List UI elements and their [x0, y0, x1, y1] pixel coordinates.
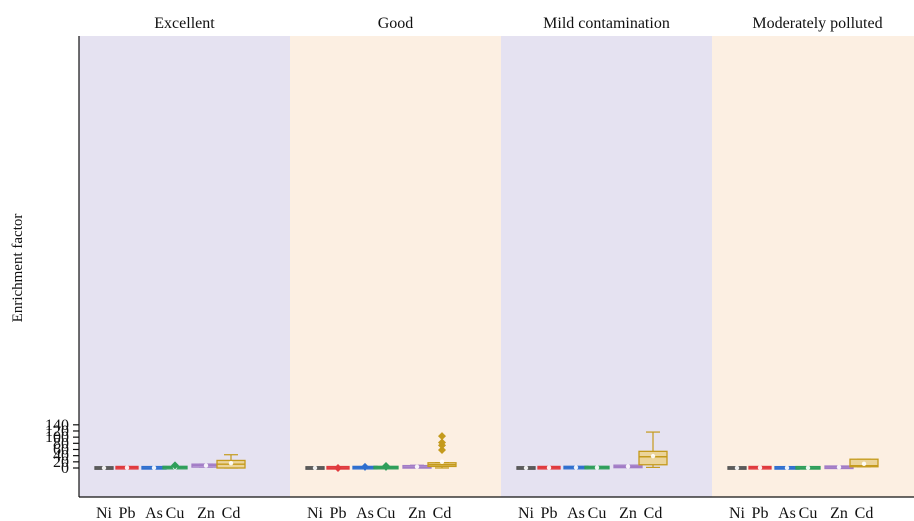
box-good-cu: [373, 461, 399, 471]
outlier-point: [171, 461, 179, 470]
x-tick-label-zn: Zn: [197, 505, 215, 521]
x-tick-label-pb: Pb: [541, 505, 558, 521]
x-tick-label-zn: Zn: [830, 505, 848, 521]
box-excellent-pb: [115, 465, 139, 470]
box-moderately-polluted-as: [774, 465, 800, 471]
panel-background-2: [501, 36, 713, 497]
mean-marker: [101, 465, 107, 471]
y-tick-label: 80: [53, 435, 69, 452]
outlier-point: [438, 438, 446, 447]
x-tick-label-as: As: [778, 505, 796, 521]
x-tick-label-cu: Cu: [799, 505, 818, 521]
x-tick-label-ni: Ni: [96, 505, 113, 521]
x-tick-label-as: As: [356, 505, 374, 521]
mean-marker: [625, 464, 631, 469]
mean-marker: [312, 465, 318, 471]
panel-title-3: Moderately polluted: [752, 15, 882, 32]
panel-backgrounds: [79, 36, 914, 497]
outlier-point: [334, 464, 342, 472]
x-tick-label-pb: Pb: [752, 505, 769, 521]
outlier-point: [438, 432, 446, 441]
x-tick-label-cu: Cu: [588, 505, 607, 521]
y-tick-label: 60: [53, 441, 69, 458]
x-tick-label-cd: Cd: [855, 505, 874, 521]
box-moderately-polluted-ni: [727, 465, 747, 471]
x-tick-label-as: As: [145, 505, 163, 521]
y-tick-label: 0: [61, 460, 69, 477]
panel-background-0: [79, 36, 291, 497]
mean-marker: [836, 465, 842, 470]
x-tick-label-pb: Pb: [330, 505, 347, 521]
x-tick-label-cd: Cd: [222, 505, 241, 521]
box-mild-contamination-pb: [537, 465, 561, 470]
y-tick-label: 140: [45, 417, 69, 434]
mean-marker: [650, 453, 656, 459]
box-mild-contamination-cu: [584, 465, 610, 470]
mean-marker: [757, 465, 763, 470]
x-tick-label-cu: Cu: [166, 505, 185, 521]
box-moderately-polluted-cd: [849, 458, 879, 468]
box-moderately-polluted-zn: [824, 465, 854, 470]
y-tick-label: 40: [53, 448, 69, 465]
outlier-point: [382, 461, 390, 470]
box-good-cd: [427, 432, 457, 469]
box-good-zn: [402, 464, 432, 469]
box-excellent-zn: [191, 463, 221, 468]
box-moderately-polluted-pb: [748, 465, 772, 470]
box-mild-contamination-cd: [638, 431, 668, 468]
box-good-ni: [305, 465, 325, 471]
mean-marker: [546, 465, 552, 470]
mean-marker: [124, 465, 130, 470]
y-axis-label: Enrichment factor: [10, 214, 26, 323]
x-tick-label-ni: Ni: [729, 505, 746, 521]
mean-marker: [784, 465, 790, 471]
mean-marker: [805, 465, 811, 471]
box-excellent-as: [141, 465, 167, 471]
outlier-point: [361, 462, 369, 471]
panel-titles: Excellent Good Mild contamination Moderatel…: [154, 15, 882, 32]
x-tick-label-pb: Pb: [119, 505, 136, 521]
box-series: [94, 431, 879, 472]
box-excellent-ni: [94, 465, 114, 471]
y-tick-label: 120: [45, 423, 69, 440]
panel-background-1: [290, 36, 502, 497]
x-tick-label-zn: Zn: [408, 505, 426, 521]
y-tick-label: 20: [53, 454, 69, 471]
y-tick-label: 100: [45, 429, 69, 446]
x-tick-label-cd: Cd: [644, 505, 663, 521]
x-tick-label-cd: Cd: [433, 505, 452, 521]
panel-title-0: Excellent: [154, 15, 215, 32]
x-tick-label-cu: Cu: [377, 505, 396, 521]
mean-marker: [594, 465, 600, 470]
box-mild-contamination-zn: [613, 464, 643, 469]
box-good-pb: [326, 464, 350, 472]
mean-marker: [439, 459, 445, 464]
x-tick-label-ni: Ni: [307, 505, 324, 521]
outlier-point: [438, 445, 446, 454]
mean-marker: [734, 465, 740, 471]
mean-marker: [523, 465, 529, 471]
mean-marker: [861, 461, 867, 467]
mean-marker: [414, 464, 420, 469]
panel-background-3: [712, 36, 914, 497]
mean-marker: [151, 465, 157, 471]
x-tick-label-zn: Zn: [619, 505, 637, 521]
x-tick-label-as: As: [567, 505, 585, 521]
mean-marker: [228, 461, 234, 466]
box-excellent-cd: [216, 454, 246, 469]
box-moderately-polluted-cu: [795, 465, 821, 471]
x-tick-label-ni: Ni: [518, 505, 535, 521]
box-excellent-cu: [162, 461, 188, 470]
mean-marker: [203, 463, 209, 468]
mean-marker: [573, 465, 579, 470]
panel-title-1: Good: [378, 15, 414, 32]
x-tick-labels: Ni Pb As Cu Zn Cd Ni Pb As Cu Zn Cd Ni Pb As Cu Zn Cd Ni Pb…: [96, 505, 873, 521]
panel-title-2: Mild contamination: [543, 15, 670, 32]
box-mild-contamination-ni: [516, 465, 536, 471]
